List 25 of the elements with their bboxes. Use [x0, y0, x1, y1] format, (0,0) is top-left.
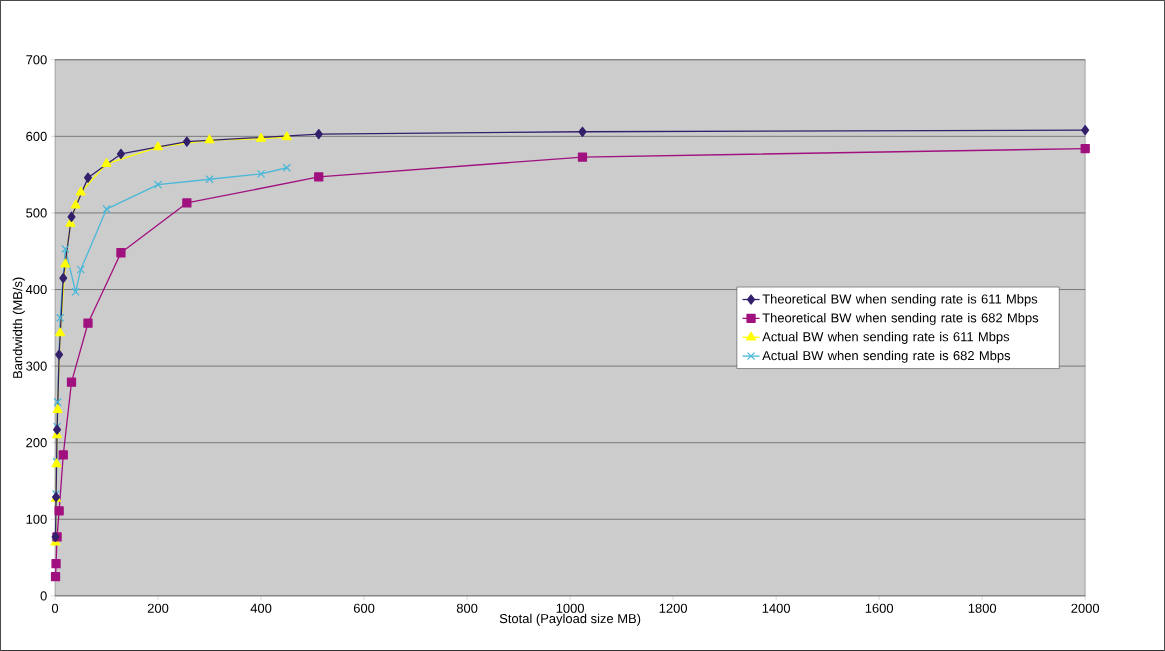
- y-tick-label: 500: [26, 208, 47, 218]
- y-tick-label: 400: [25, 284, 47, 295]
- x-tick-label: 800: [456, 603, 478, 613]
- x-tick-label: 1800: [968, 603, 997, 613]
- x-tick-label: 1200: [659, 603, 688, 613]
- y-tick-label: 100: [26, 514, 47, 524]
- y-tick-label: 200: [26, 438, 47, 448]
- x-tick-label: 200: [147, 603, 169, 613]
- x-tick-label: 600: [353, 603, 375, 613]
- y-tick-label: 600: [26, 131, 47, 141]
- legend-label: Theoretical BW when sending rate is 682 Mbps: [762, 312, 1039, 326]
- y-tick-label: 0: [40, 591, 47, 601]
- x-axis-title: Stotal (Payload size MB): [499, 613, 641, 626]
- y-axis-title: Bandwidth (MB/s): [12, 277, 25, 378]
- x-tick-label: 1000: [556, 603, 585, 613]
- x-tick-label: 1600: [865, 603, 894, 613]
- x-tick-label: 400: [250, 603, 272, 613]
- y-tick-label: 700: [26, 55, 47, 65]
- legend-label: Actual BW when sending rate is 682 Mbps: [762, 350, 1011, 363]
- x-tick-label: 1400: [762, 603, 791, 613]
- legend-label: Theoretical BW when sending rate is 611 Mbps: [762, 294, 1038, 307]
- y-tick-label: 300: [26, 361, 47, 371]
- x-tick-label: 2000: [1071, 603, 1100, 613]
- legend-label: Actual BW when sending rate is 611 Mbps: [762, 331, 1010, 344]
- x-tick-label: 0: [51, 603, 59, 613]
